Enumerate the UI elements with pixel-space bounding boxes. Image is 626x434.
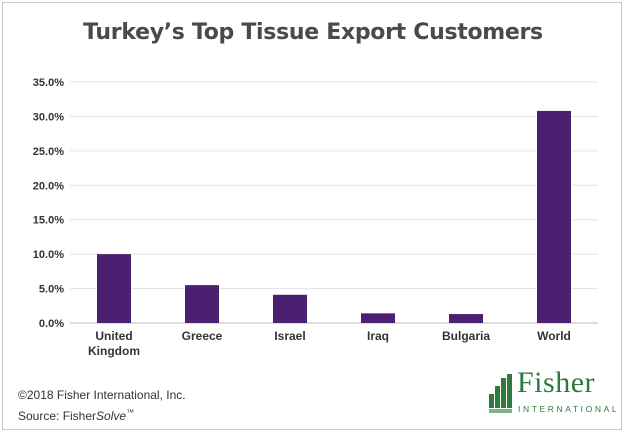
bar-bulgaria xyxy=(449,314,483,323)
x-tick-label: World xyxy=(537,329,571,343)
source-text: Source: FisherSolve™ xyxy=(18,404,186,425)
x-tick-label: Greece xyxy=(182,329,223,343)
x-axis-tick-labels: United Kingdom Greece Israel Iraq Bulgaria Wor… xyxy=(88,329,571,358)
bar-world xyxy=(537,110,571,323)
y-axis-tick-labels: 0.0% 5.0% 10.0% 15.0% 20.0% 25.0% 30.0% 35.0% xyxy=(33,77,64,330)
y-tick-label: 30.0% xyxy=(33,111,64,123)
footer: ©2018 Fisher International, Inc. Source:… xyxy=(18,387,186,425)
source-italic: Solve xyxy=(96,409,127,423)
chart-title: Turkey’s Top Tissue Export Customers xyxy=(83,20,543,45)
x-tick-label: Israel xyxy=(274,329,305,343)
x-tick-label: Iraq xyxy=(367,329,389,343)
logo-word: Fisher xyxy=(517,366,595,399)
bar-greece xyxy=(185,285,219,323)
logo-icon xyxy=(489,374,512,413)
gridlines xyxy=(70,81,598,324)
copyright-text: ©2018 Fisher International, Inc. xyxy=(18,388,186,402)
chart-frame xyxy=(2,2,622,430)
y-tick-label: 35.0% xyxy=(33,77,64,89)
bars xyxy=(97,110,571,323)
y-tick-label: 10.0% xyxy=(33,249,64,261)
y-tick-label: 5.0% xyxy=(39,284,64,296)
bar-israel xyxy=(273,294,307,323)
bar-united-kingdom xyxy=(97,254,131,323)
y-tick-label: 0.0% xyxy=(39,318,64,330)
y-tick-label: 25.0% xyxy=(33,146,64,158)
source-trademark: ™ xyxy=(126,408,135,417)
fisher-logo: Fisher INTERNATIONAL xyxy=(487,366,617,418)
logo-subtitle: INTERNATIONAL xyxy=(518,404,620,414)
x-tick-label: Bulgaria xyxy=(442,329,490,343)
y-tick-label: 15.0% xyxy=(33,215,64,227)
source-prefix: Source: Fisher xyxy=(18,409,97,423)
bar-iraq xyxy=(361,313,395,323)
x-tick-label: United Kingdom xyxy=(88,329,140,358)
y-tick-label: 20.0% xyxy=(33,180,64,192)
